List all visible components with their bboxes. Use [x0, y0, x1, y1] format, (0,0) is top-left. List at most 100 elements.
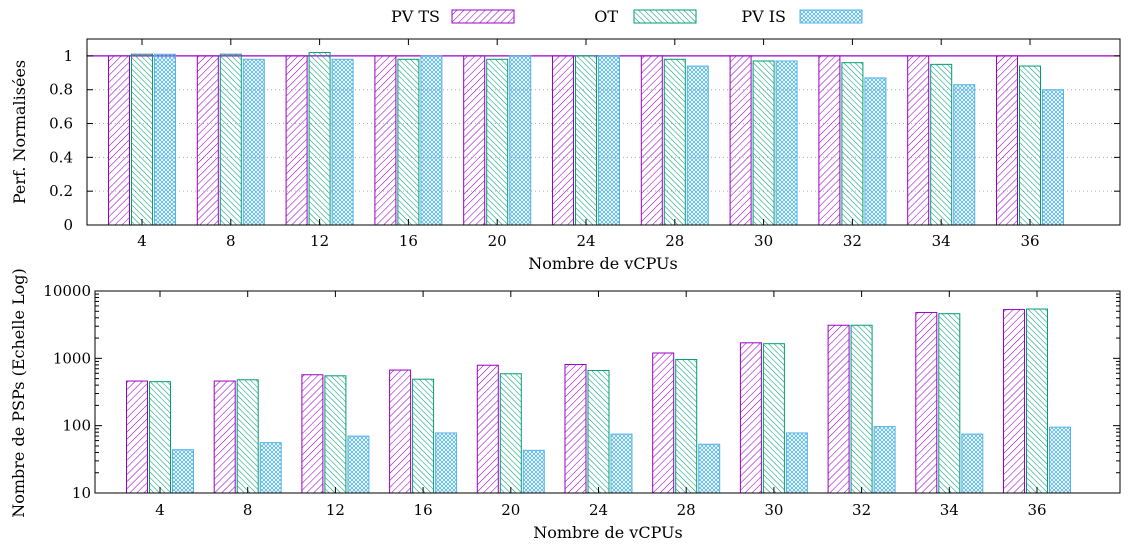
legend-swatch-pv-ts: [451, 9, 515, 24]
top-x-tick-label: 16: [399, 232, 418, 250]
bottom-x-tick-label: 24: [589, 501, 608, 519]
bottom-bar-pv-ts-24: [564, 363, 587, 494]
bottom-chart: 10 100 1000 10000 4 8 12 16 20 24 28 30 32 34 36 Nomb…: [9, 268, 1121, 542]
top-bars: [108, 52, 1064, 226]
top-bar-pv-ts-20: [463, 55, 486, 226]
bottom-bar-pv-ts-34: [915, 311, 938, 494]
top-bar-pv-is-20: [509, 55, 532, 226]
bottom-x-tick-label: 16: [414, 501, 433, 519]
top-bar-ot-4: [131, 53, 153, 226]
top-bar-pv-is-28: [686, 65, 709, 226]
bottom-bar-ot-30: [762, 343, 785, 494]
legend-swatch-pv-is: [799, 9, 863, 24]
top-bar-pv-is-36: [1042, 89, 1064, 226]
bottom-bar-ot-4: [149, 381, 171, 494]
top-y-tick-label: 1: [63, 47, 73, 65]
top-bar-ot-32: [841, 62, 864, 226]
top-bar-pv-ts-32: [818, 55, 841, 226]
bottom-bar-pv-ts-28: [652, 352, 675, 494]
bottom-bar-ot-16: [412, 378, 435, 494]
top-bar-pv-ts-12: [285, 55, 308, 226]
top-y-tick-label: 0.2: [49, 182, 73, 200]
top-x-tick-label: 12: [310, 232, 329, 250]
top-x-tick-label: 24: [576, 232, 595, 250]
bottom-bar-pv-is-34: [961, 433, 984, 494]
top-y-ticks: 0 0.2 0.4 0.6 0.8 1: [49, 47, 1120, 234]
bottom-bar-pv-ts-36: [1003, 309, 1025, 494]
bottom-x-tick-label: 32: [852, 501, 871, 519]
bottom-bar-pv-ts-30: [739, 342, 762, 494]
bottom-bar-pv-ts-8: [213, 380, 236, 494]
top-bar-pv-ts-34: [907, 55, 930, 226]
top-bar-ot-16: [397, 58, 420, 226]
bottom-bars: [126, 308, 1071, 494]
bottom-y-tick-label: 100: [62, 417, 91, 435]
legend-label-pv-is: PV IS: [741, 7, 786, 26]
top-x-tick-label: 4: [137, 232, 147, 250]
bottom-bar-pv-is-4: [172, 449, 194, 494]
bottom-bar-pv-ts-12: [301, 374, 324, 494]
top-bar-ot-8: [219, 53, 242, 226]
top-x-tick-label: 34: [932, 232, 951, 250]
bottom-y-tick-label: 1000: [53, 349, 91, 367]
top-x-ticks: 4 8 12 16 20 24 28 30 32 34 36: [137, 39, 1040, 250]
bottom-x-tick-label: 8: [243, 501, 253, 519]
bottom-x-tick-label: 30: [764, 501, 783, 519]
top-y-tick-label: 0.6: [49, 115, 73, 133]
bottom-bar-ot-24: [587, 369, 610, 494]
top-bar-ot-30: [752, 60, 775, 226]
bottom-x-tick-label: 12: [326, 501, 345, 519]
top-bar-ot-24: [575, 55, 597, 226]
bottom-bar-pv-is-28: [698, 443, 721, 494]
top-bar-pv-ts-30: [729, 55, 752, 226]
top-bar-pv-is-12: [331, 58, 354, 226]
top-bar-pv-ts-24: [552, 55, 574, 226]
top-bar-pv-ts-16: [374, 55, 397, 226]
bottom-x-ticks: 4 8 12 16 20 24 28 30 32 34 36: [155, 291, 1047, 519]
legend-label-ot: OT: [594, 7, 618, 26]
top-bar-pv-is-24: [598, 55, 620, 226]
bottom-bar-pv-is-24: [610, 433, 633, 494]
bottom-y-tick-label: 10: [72, 484, 91, 502]
bottom-bar-pv-is-32: [873, 426, 896, 494]
top-y-tick-label: 0.4: [49, 148, 73, 166]
bottom-plot-frame: [94, 290, 1121, 494]
top-x-tick-label: 8: [226, 232, 236, 250]
top-plot-frame: [86, 38, 1121, 226]
top-bar-pv-ts-4: [108, 55, 130, 226]
bottom-x-tick-label: 28: [677, 501, 696, 519]
top-chart: 0 0.2 0.4 0.6 0.8 1 4 8 12 16 20 24 28 30 32 34 36 Perf…: [10, 38, 1121, 273]
top-bar-ot-34: [930, 63, 953, 226]
bottom-bar-pv-ts-4: [126, 380, 148, 494]
bottom-x-tick-label: 4: [155, 501, 165, 519]
top-x-axis-title: Nombre de vCPUs: [528, 254, 678, 273]
bottom-x-tick-label: 34: [940, 501, 959, 519]
top-bar-ot-20: [486, 58, 509, 226]
bottom-x-tick-label: 36: [1027, 501, 1046, 519]
top-x-tick-label: 20: [488, 232, 507, 250]
top-bar-pv-is-30: [775, 60, 798, 226]
bottom-bar-ot-12: [324, 375, 347, 494]
top-bar-pv-is-16: [420, 55, 443, 226]
top-bar-ot-28: [663, 58, 686, 226]
bottom-y-axis-title: Nombre de PSPs (Echelle Log): [9, 268, 28, 518]
bottom-bar-pv-ts-16: [389, 369, 412, 494]
top-bar-pv-is-32: [864, 77, 887, 226]
legend-item-pv-is: PV IS: [741, 7, 863, 26]
top-x-tick-label: 28: [665, 232, 684, 250]
top-bar-pv-ts-28: [640, 55, 663, 226]
top-bar-pv-ts-8: [196, 55, 219, 226]
top-y-tick-label: 0: [63, 216, 73, 234]
bottom-bar-pv-is-36: [1049, 426, 1071, 494]
bottom-bar-pv-is-30: [785, 432, 808, 494]
legend-item-pv-ts: PV TS: [391, 7, 515, 26]
bottom-bar-pv-is-16: [435, 432, 458, 494]
top-bar-ot-36: [1019, 65, 1041, 226]
bottom-bar-pv-ts-32: [827, 324, 850, 494]
bottom-y-tick-label: 10000: [43, 282, 91, 300]
top-y-axis-title: Perf. Normalisées: [10, 60, 29, 204]
top-bar-pv-is-4: [154, 53, 176, 226]
bottom-bar-ot-36: [1026, 308, 1048, 494]
top-bar-ot-12: [308, 52, 331, 226]
